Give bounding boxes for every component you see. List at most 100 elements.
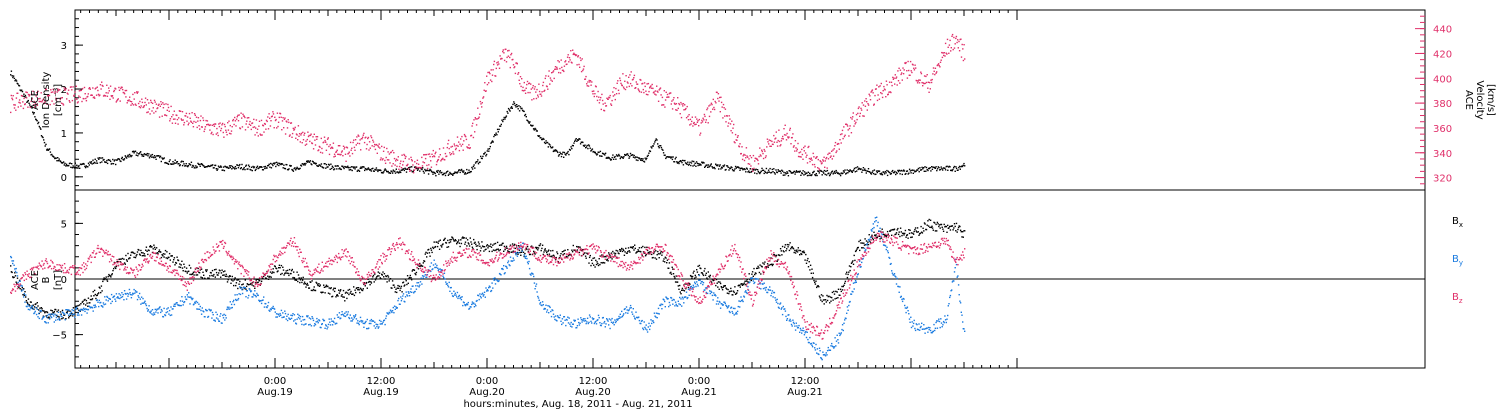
by-point xyxy=(437,269,439,272)
bx-point xyxy=(430,249,433,251)
by-point xyxy=(247,297,249,299)
density-point xyxy=(910,172,912,174)
density-point xyxy=(926,168,928,171)
bx-point xyxy=(402,281,405,283)
bx-point xyxy=(635,252,637,254)
bx-point xyxy=(640,251,642,253)
velocity-point xyxy=(255,119,258,121)
velocity-point xyxy=(27,106,29,108)
by-point xyxy=(421,275,424,277)
bx-point xyxy=(452,238,454,240)
by-point xyxy=(76,314,79,316)
velocity-point xyxy=(401,154,403,156)
density-point xyxy=(554,150,556,152)
density-point xyxy=(885,172,887,174)
velocity-point xyxy=(955,37,957,40)
bx-point xyxy=(25,300,28,302)
bx-point xyxy=(828,295,830,297)
bx-point xyxy=(904,232,906,235)
velocity-point xyxy=(782,138,784,140)
velocity-point xyxy=(714,100,716,103)
density-point xyxy=(476,161,478,163)
density-point xyxy=(684,162,687,164)
by-point xyxy=(161,310,163,312)
by-point xyxy=(236,294,238,296)
by-point xyxy=(24,301,26,303)
density-point xyxy=(130,155,132,158)
by-point xyxy=(223,313,225,316)
velocity-point xyxy=(789,127,791,130)
by-point xyxy=(74,316,76,318)
density-point xyxy=(491,141,493,143)
bx-point xyxy=(936,221,939,224)
density-point xyxy=(695,165,697,167)
velocity-point xyxy=(136,91,138,93)
bx-point xyxy=(848,265,851,267)
by-point xyxy=(429,265,431,268)
top-right-tick-label: 340 xyxy=(1433,149,1452,160)
bx-point xyxy=(758,271,761,274)
density-point xyxy=(444,172,446,175)
density-point xyxy=(487,148,489,150)
velocity-point xyxy=(217,134,219,137)
bx-point xyxy=(164,249,167,252)
by-point xyxy=(341,311,343,313)
by-point xyxy=(312,319,315,322)
bx-point xyxy=(862,247,864,249)
density-point xyxy=(615,158,617,160)
bx-point xyxy=(812,272,814,274)
by-point xyxy=(278,313,280,316)
by-point xyxy=(269,310,271,312)
density-point xyxy=(101,161,103,163)
bx-point xyxy=(359,291,361,294)
density-point xyxy=(284,168,287,170)
velocity-point xyxy=(316,138,318,140)
density-point xyxy=(480,155,482,158)
velocity-point xyxy=(13,107,16,109)
density-point xyxy=(540,137,542,139)
bx-point xyxy=(415,273,417,276)
density-point xyxy=(642,158,644,160)
bx-point xyxy=(562,253,564,256)
velocity-point xyxy=(282,117,284,119)
density-point xyxy=(672,156,674,158)
velocity-point xyxy=(730,130,732,132)
velocity-point xyxy=(563,70,565,73)
density-point xyxy=(527,121,530,123)
velocity-point xyxy=(767,141,769,143)
bx-point xyxy=(353,294,356,297)
bx-point xyxy=(621,250,624,253)
velocity-point xyxy=(615,87,617,90)
bx-point xyxy=(833,293,836,295)
by-point xyxy=(271,307,274,309)
density-point xyxy=(183,163,185,165)
bx-point xyxy=(494,249,496,252)
velocity-point xyxy=(676,109,678,111)
bx-point xyxy=(297,280,299,283)
velocity-point xyxy=(834,141,837,144)
by-point xyxy=(438,268,440,270)
bx-point xyxy=(683,290,686,292)
bx-point xyxy=(376,275,379,277)
density-point xyxy=(891,170,893,173)
bx-point xyxy=(670,271,672,274)
bx-point xyxy=(619,248,621,251)
density-point xyxy=(237,167,240,169)
velocity-point xyxy=(585,75,587,78)
velocity-point xyxy=(790,143,792,145)
bx-point xyxy=(491,250,493,253)
bx-point xyxy=(918,234,920,236)
velocity-point xyxy=(12,95,14,97)
density-point xyxy=(523,110,525,113)
bx-point xyxy=(461,237,463,239)
density-point xyxy=(635,156,637,158)
bx-point xyxy=(66,311,68,313)
bx-point xyxy=(612,250,614,253)
density-point xyxy=(62,162,64,164)
bx-point xyxy=(419,265,422,267)
velocity-point xyxy=(95,94,98,96)
velocity-point xyxy=(170,105,172,108)
velocity-point xyxy=(771,140,773,143)
by-point xyxy=(405,291,407,293)
velocity-point xyxy=(497,61,499,63)
